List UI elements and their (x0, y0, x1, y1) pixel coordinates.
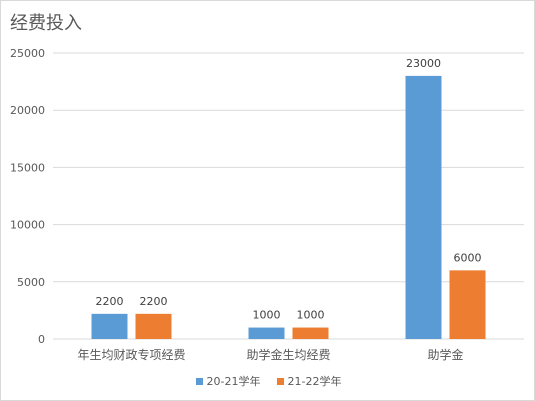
chart-title: 经费投入 (10, 13, 82, 34)
legend-item-series-1: 20-21学年 (195, 373, 261, 389)
x-tick-label-3: 助学金 (427, 347, 463, 362)
data-label-1-1: 2200 (96, 295, 124, 308)
data-label-2-3: 6000 (454, 251, 482, 264)
bar-1-2 (248, 327, 285, 339)
legend-swatch-series-2 (276, 377, 284, 385)
legend-swatch-series-1 (195, 377, 203, 385)
x-tick-label-2: 助学金生均经费 (246, 347, 330, 362)
bar-1-3 (405, 75, 442, 339)
y-tick-label-2: 10000 (10, 219, 45, 232)
bar-2-3 (449, 270, 486, 339)
data-label-2-2: 1000 (297, 309, 325, 322)
y-tick-label-5: 25000 (10, 47, 45, 60)
bar-2-2 (292, 327, 329, 339)
y-tick-label-3: 15000 (10, 161, 45, 174)
bar-1-1 (91, 313, 128, 339)
data-label-2-1: 2200 (140, 295, 168, 308)
legend-label-series-2: 21-22学年 (287, 375, 342, 388)
data-label-1-2: 1000 (253, 309, 281, 322)
legend-item-series-2: 21-22学年 (276, 373, 342, 389)
legend-label-series-1: 20-21学年 (206, 375, 261, 388)
x-tick-label-1: 年生均财政专项经费 (77, 347, 185, 362)
data-label-1-3: 23000 (406, 57, 441, 70)
bar-2-1 (135, 313, 172, 339)
y-tick-label-4: 20000 (10, 104, 45, 117)
y-tick-label-0: 0 (38, 333, 45, 346)
y-tick-label-1: 5000 (17, 276, 45, 289)
chart-legend: 20-21学年 21-22学年 (1, 373, 535, 389)
